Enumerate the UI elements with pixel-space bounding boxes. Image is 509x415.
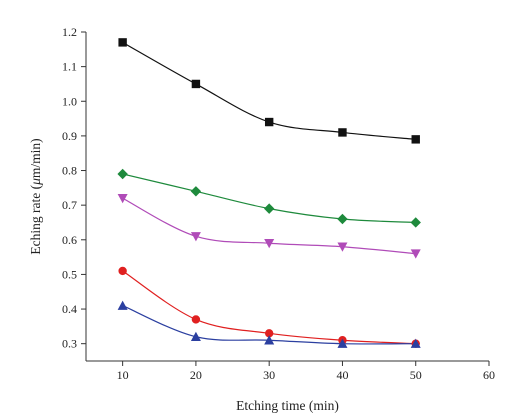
x-axis-title: Etching time (min) bbox=[236, 398, 339, 413]
series-0-point bbox=[411, 135, 420, 144]
series-1-point bbox=[190, 186, 202, 197]
series-2-point bbox=[264, 239, 275, 249]
series-4-point bbox=[117, 300, 128, 310]
series-4-point bbox=[337, 338, 348, 348]
series-1-line bbox=[122, 173, 416, 224]
y-axis-title-suffix: m/min) bbox=[28, 138, 43, 178]
axes bbox=[81, 31, 490, 366]
y-tick-label: 0.8 bbox=[62, 164, 77, 178]
series-2-point bbox=[117, 193, 128, 204]
y-axis-title-mu: μ bbox=[28, 178, 43, 186]
y-tick-label: 0.5 bbox=[62, 267, 77, 281]
series-3-point bbox=[191, 315, 201, 324]
series-1-point bbox=[337, 213, 348, 225]
series-0-point bbox=[338, 128, 347, 137]
series-0-point bbox=[264, 117, 274, 127]
series-curves bbox=[122, 41, 416, 345]
series-markers bbox=[117, 38, 421, 348]
y-tick-label: 0.6 bbox=[62, 233, 77, 247]
series-2-point bbox=[410, 249, 421, 259]
series-4-point bbox=[264, 335, 275, 345]
y-tick-label: 0.3 bbox=[62, 337, 77, 351]
series-2-point bbox=[190, 232, 201, 242]
y-tick-label: 1.2 bbox=[62, 25, 77, 39]
y-axis-title-prefix: Eching rate ( bbox=[28, 184, 43, 254]
x-tick-label: 10 bbox=[117, 368, 129, 382]
y-tick-label: 1.1 bbox=[62, 60, 77, 74]
series-3-point bbox=[264, 329, 274, 338]
series-1-point bbox=[117, 168, 128, 180]
series-4-point bbox=[190, 331, 201, 342]
y-tick-label: 1.0 bbox=[62, 94, 77, 108]
series-1-point bbox=[263, 203, 275, 214]
y-tick-label: 0.4 bbox=[62, 302, 77, 316]
series-0-point bbox=[191, 79, 201, 89]
series-0-point bbox=[118, 38, 127, 47]
x-tick-label: 20 bbox=[190, 368, 202, 382]
y-axis-title: Eching rate (μm/min) bbox=[28, 138, 43, 254]
tick-labels: 10 20 30 40 50 60 0.3 0.4 0.5 0.6 0.7 0.8 0.9 1.0 1.1 1… bbox=[62, 25, 495, 382]
x-tick-label: 50 bbox=[410, 368, 422, 382]
series-3-point bbox=[118, 266, 127, 276]
x-tick-label: 60 bbox=[483, 368, 495, 382]
series-1-point bbox=[410, 217, 421, 228]
series-4-point bbox=[410, 338, 421, 348]
x-tick-label: 40 bbox=[336, 368, 348, 382]
y-tick-label: 0.7 bbox=[62, 198, 77, 212]
y-tick-label: 0.9 bbox=[62, 129, 77, 143]
x-tick-label: 30 bbox=[263, 368, 275, 382]
series-2-point bbox=[337, 242, 348, 252]
